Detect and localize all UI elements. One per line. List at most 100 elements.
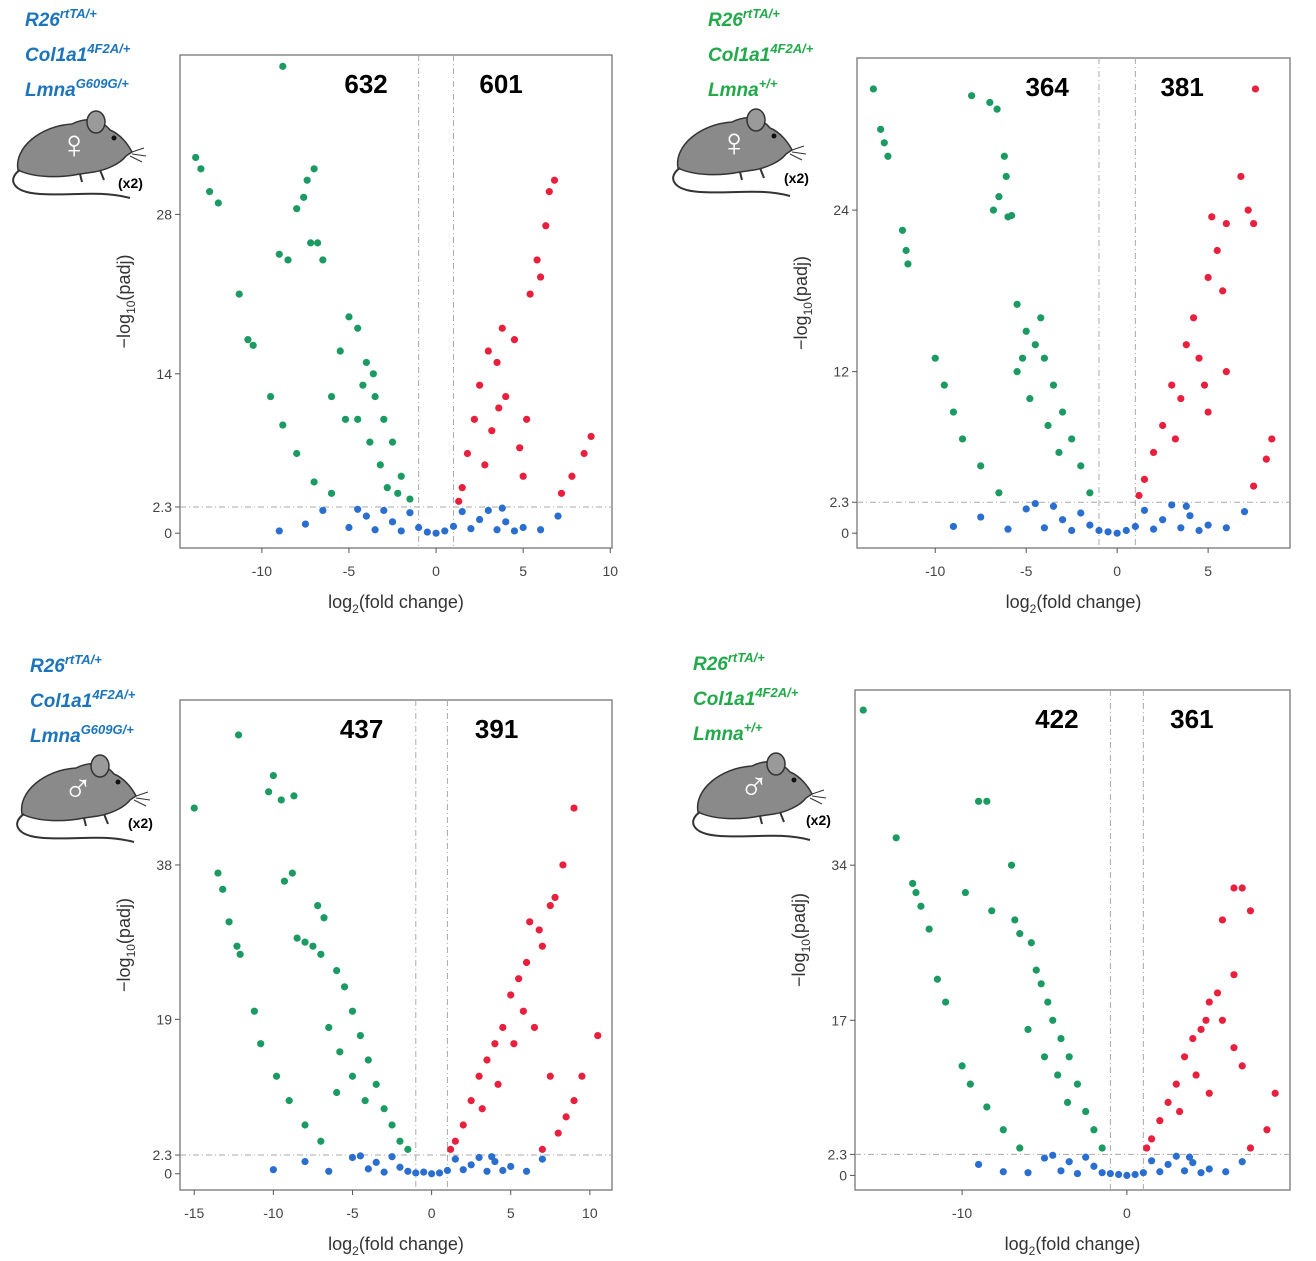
gene-point [1135, 491, 1143, 500]
gene-point [498, 324, 506, 332]
gene-point [354, 415, 362, 423]
gene-point [1147, 1135, 1156, 1143]
gene-point [380, 1105, 388, 1113]
gene-point [388, 438, 397, 446]
x-tick-label: -10 [252, 563, 272, 579]
gene-point [1098, 1169, 1106, 1177]
gene-point [1037, 980, 1045, 988]
gene-point [562, 1113, 570, 1121]
gene-point [371, 526, 379, 534]
gene-point [327, 392, 336, 401]
plot-frame [179, 699, 613, 1191]
gene-point [301, 1121, 309, 1129]
gene-point [310, 478, 318, 486]
gene-point [526, 918, 534, 926]
plot-frame [179, 54, 613, 549]
gene-point [958, 435, 967, 443]
gene-point [498, 504, 506, 512]
gene-point [293, 449, 301, 458]
allele: +/+ [759, 76, 778, 91]
gene-point [1040, 354, 1048, 362]
gene-point [364, 1165, 372, 1173]
gene-point [902, 246, 910, 255]
gene-point [1202, 1016, 1210, 1024]
gene-point [1205, 1089, 1213, 1097]
gene-point [1251, 85, 1260, 93]
gene-point [383, 484, 391, 492]
gene-point [348, 1153, 357, 1162]
x-label-part: (fold change) [359, 592, 464, 612]
x-tick-label: -10 [263, 1205, 283, 1221]
y-label-part: (padj) [114, 255, 134, 301]
gene-point [1058, 516, 1067, 524]
gene-point [949, 522, 958, 531]
gene-point [1200, 381, 1209, 389]
gene-point [1054, 1071, 1062, 1079]
gene-point [265, 788, 273, 796]
gene-point [1189, 314, 1198, 322]
gene-point [458, 484, 466, 492]
allele: 4F2A/+ [769, 41, 813, 56]
gene-point [310, 165, 318, 173]
gene-point [884, 152, 892, 160]
gene-point [1238, 1158, 1246, 1166]
gene-point [348, 1007, 357, 1015]
gene-point [1149, 448, 1158, 457]
gene-point [336, 347, 344, 355]
x-tick-label: -5 [346, 1205, 359, 1221]
gene-point [999, 1168, 1007, 1176]
gene-point [396, 1163, 404, 1171]
gene-point [219, 885, 227, 893]
gene-point [1230, 1044, 1238, 1052]
up-count: 601 [479, 69, 522, 99]
gene-point [190, 804, 198, 812]
gene-point [1000, 152, 1008, 160]
gene: R26 [30, 656, 65, 677]
down-count: 364 [1025, 72, 1069, 102]
gene-point [545, 188, 553, 196]
gene-point [1180, 1053, 1189, 1061]
gene-point [536, 526, 545, 534]
gene-point [309, 942, 317, 950]
gene-point [317, 1137, 325, 1145]
gene-point [1222, 219, 1230, 228]
gene-point [1180, 1167, 1189, 1175]
gene-point [300, 193, 308, 201]
gene-point [467, 525, 475, 533]
x-tick-label: -15 [184, 1205, 204, 1221]
gene-point [538, 1145, 546, 1153]
gene-point [570, 804, 578, 812]
genotype-line: Lmna+/+ [693, 720, 763, 745]
gene-point [892, 834, 900, 842]
gene-point [493, 358, 501, 367]
gene-point [364, 1056, 372, 1064]
gene-point [1113, 529, 1121, 537]
gene-point [303, 176, 311, 184]
x-axis-label: log2(fold change) [328, 592, 464, 616]
gene-point [345, 523, 353, 532]
gene-point [974, 797, 983, 805]
gene-point [293, 205, 301, 213]
gene-point [348, 1072, 357, 1080]
gene-point [1031, 499, 1039, 508]
gene-point [1192, 1071, 1200, 1079]
gene-point [898, 226, 907, 234]
gene-point [412, 1169, 420, 1177]
x-label-part: 2 [1029, 1244, 1036, 1258]
gene-point [983, 797, 991, 805]
gene-point [1189, 1034, 1197, 1043]
gene-point [443, 1166, 452, 1175]
gene-point [536, 273, 545, 281]
y-label-part: 10 [124, 300, 138, 314]
gene-point [551, 893, 559, 902]
x-tick-label: 5 [1204, 563, 1212, 579]
gene-point [325, 1023, 333, 1032]
gene-point [931, 354, 939, 362]
plot-frame [854, 689, 1291, 1191]
gene-point [1123, 1171, 1131, 1180]
gene-point [340, 983, 349, 991]
up-count: 391 [475, 714, 518, 744]
gene-point [1018, 354, 1027, 362]
gene-point [554, 1129, 562, 1137]
volcano-panel: R26rtTA/+ Col1a14F2A/+ LmnaG609G/+ ♂ (x2) 0 2.… [16, 652, 613, 1258]
